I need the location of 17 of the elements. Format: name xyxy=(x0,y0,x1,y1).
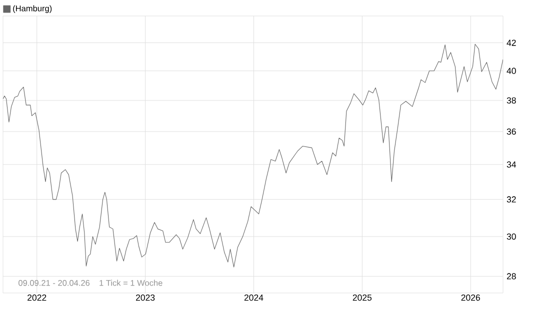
legend-label: (Hamburg) xyxy=(13,5,52,14)
x-tick-label: 2026 xyxy=(461,294,480,301)
y-tick-label: 38 xyxy=(506,97,516,104)
y-tick-label: 30 xyxy=(506,233,516,240)
x-tick-label: 2023 xyxy=(136,294,155,301)
y-tick-label: 28 xyxy=(506,273,516,280)
line-series xyxy=(3,44,504,268)
y-tick-label: 34 xyxy=(506,161,516,168)
y-tick-label: 40 xyxy=(506,68,516,74)
x-tick-label: 2024 xyxy=(244,294,264,301)
y-tick-label: 36 xyxy=(506,128,516,135)
x-tick-label: 2022 xyxy=(28,294,46,301)
annotation: 09.09.21 - 20.04.26 xyxy=(18,280,90,286)
y-tick-label: 32 xyxy=(506,196,516,203)
x-tick-label: 2025 xyxy=(352,294,372,301)
y-tick-label: 42 xyxy=(506,40,516,46)
annotation: 1 Tick = 1 Woche xyxy=(100,280,162,286)
